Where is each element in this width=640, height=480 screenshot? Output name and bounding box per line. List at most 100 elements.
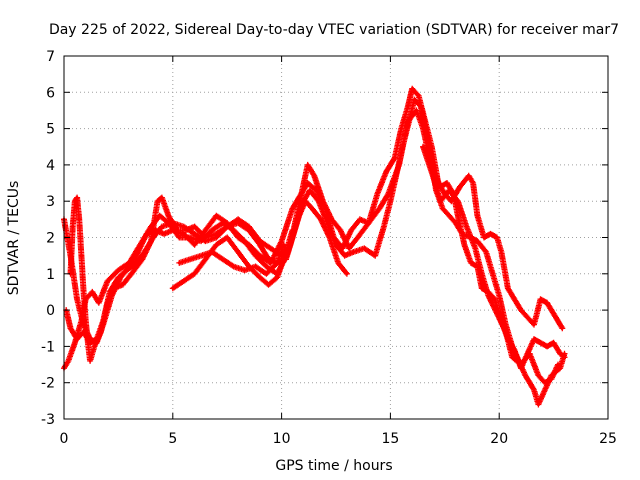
data-point — [243, 268, 247, 272]
data-point — [526, 315, 529, 319]
data-point — [304, 199, 307, 203]
data-point — [310, 207, 314, 210]
data-point — [297, 203, 301, 207]
data-point — [236, 217, 240, 221]
data-point — [193, 225, 197, 229]
data-point — [497, 294, 501, 298]
data-point — [469, 261, 473, 265]
data-point — [382, 225, 386, 229]
data-point — [75, 196, 79, 200]
data-point — [539, 297, 542, 301]
data-point — [193, 243, 197, 247]
y-tick-label: -1 — [41, 339, 55, 355]
data-point — [543, 388, 547, 392]
data-point — [236, 236, 240, 239]
data-point — [456, 199, 460, 203]
data-point — [473, 246, 477, 250]
data-point — [489, 232, 492, 236]
data-point — [351, 250, 355, 254]
data-point — [558, 352, 562, 356]
data-point — [84, 319, 88, 323]
data-point — [236, 221, 240, 225]
data-point — [510, 355, 514, 359]
data-point — [308, 188, 312, 192]
data-point — [475, 239, 479, 243]
data-point — [225, 225, 229, 229]
grid-lines — [64, 56, 608, 419]
data-point — [264, 272, 268, 276]
data-point — [552, 312, 556, 316]
y-axis-label: SDTVAR / TECUs — [6, 181, 22, 296]
data-point — [536, 373, 540, 377]
y-tick-label: 2 — [46, 231, 55, 247]
data-point — [484, 250, 488, 254]
data-point — [467, 174, 471, 178]
data-point — [543, 381, 547, 385]
data-point — [275, 261, 279, 265]
data-point — [519, 308, 523, 312]
data-point — [471, 181, 475, 185]
data-point — [203, 239, 207, 243]
data-point — [108, 290, 112, 294]
data-point — [523, 373, 527, 377]
y-tick-label: 3 — [46, 194, 55, 210]
data-point — [410, 87, 414, 91]
data-point — [552, 341, 556, 345]
data-point — [136, 250, 140, 254]
y-tick-label: 6 — [46, 85, 55, 101]
data-point — [88, 359, 92, 363]
data-point — [291, 236, 294, 239]
data-point — [338, 228, 342, 232]
data-point — [475, 214, 479, 218]
data-point — [482, 236, 486, 239]
data-point — [291, 207, 294, 210]
data-point — [69, 272, 72, 276]
data-point — [447, 214, 451, 218]
axis-ticks: 0 5 10 15 20 25 -3 -2 -1 0 1 2 3 4 5 6 7 — [41, 49, 617, 447]
data-point — [291, 228, 294, 232]
data-point — [284, 257, 288, 261]
data-point — [532, 388, 536, 392]
data-point — [362, 246, 366, 250]
data-point — [519, 366, 523, 370]
data-point — [199, 254, 203, 258]
data-point — [73, 341, 77, 345]
data-point — [188, 257, 192, 261]
data-point — [493, 297, 497, 301]
data-point — [512, 348, 516, 352]
data-point — [210, 228, 214, 232]
data-point — [430, 145, 434, 149]
data-point — [397, 163, 401, 167]
data-point — [447, 188, 451, 192]
data-point — [504, 330, 508, 334]
data-point — [79, 254, 83, 258]
data-point — [203, 228, 207, 232]
data-point — [545, 301, 549, 305]
data-point — [412, 98, 416, 102]
data-point — [421, 145, 425, 149]
data-point — [193, 232, 197, 236]
data-point — [343, 254, 347, 258]
data-point — [175, 228, 179, 232]
y-tick-label: 1 — [46, 267, 55, 283]
data-point — [116, 275, 120, 279]
data-point — [162, 232, 166, 236]
data-point — [182, 225, 186, 229]
data-point — [417, 94, 421, 98]
data-point — [480, 272, 484, 276]
data-point — [282, 257, 286, 261]
data-point — [438, 199, 442, 203]
y-tick-label: 5 — [46, 122, 55, 138]
series-track-b-markers — [61, 85, 566, 346]
data-point — [171, 221, 175, 225]
data-point — [214, 214, 218, 218]
data-point — [375, 192, 379, 196]
data-point — [88, 341, 92, 345]
data-point — [336, 261, 340, 265]
data-point — [90, 290, 94, 294]
data-point — [462, 243, 466, 247]
data-point — [399, 127, 403, 131]
data-point — [528, 352, 532, 356]
data-point — [480, 286, 484, 290]
